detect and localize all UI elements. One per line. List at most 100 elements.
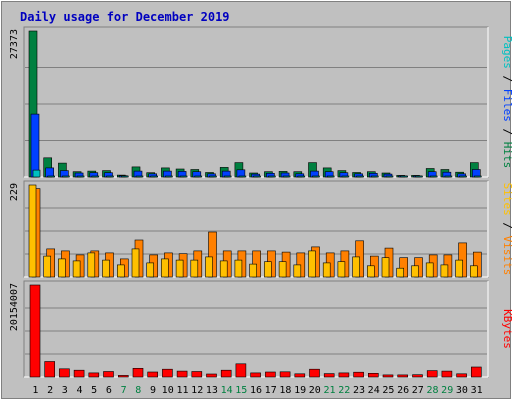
x-tick-day-19: 19 — [294, 385, 306, 396]
x-tick-day-3: 3 — [62, 385, 68, 396]
bar-sites-day-8 — [131, 248, 140, 278]
bar-kbytes-day-12 — [191, 371, 203, 378]
x-tick-day-8: 8 — [135, 385, 141, 396]
bar-sites-day-2 — [43, 255, 52, 278]
bar-pages-day-22 — [341, 175, 350, 178]
x-tick-day-13: 13 — [206, 385, 218, 396]
bar-pages-day-14 — [223, 175, 232, 178]
bar-files-day-1 — [30, 113, 40, 178]
bar-pages-day-7 — [121, 175, 129, 178]
bar-kbytes-day-27 — [412, 374, 423, 378]
bar-kbytes-day-8 — [132, 367, 144, 378]
bar-kbytes-day-4 — [73, 369, 85, 378]
bar-pages-day-31 — [473, 175, 482, 178]
bar-kbytes-day-21 — [323, 373, 335, 378]
panel-plot-area — [23, 280, 489, 378]
legend-separator: / — [501, 216, 512, 236]
bar-sites-day-3 — [58, 258, 66, 278]
bar-kbytes-day-20 — [309, 368, 320, 378]
bar-pages-day-6 — [106, 175, 114, 178]
bar-sites-day-19 — [293, 264, 302, 278]
bar-pages-day-21 — [326, 175, 335, 178]
bar-sites-day-6 — [102, 259, 110, 278]
x-tick-day-12: 12 — [191, 385, 203, 396]
bar-sites-day-27 — [411, 265, 419, 278]
legend-pages: Pages — [501, 36, 512, 69]
x-tick-day-15: 15 — [235, 385, 247, 396]
x-tick-day-30: 30 — [456, 385, 468, 396]
bar-pages-day-8 — [135, 175, 144, 178]
panel-plot-area — [23, 26, 489, 178]
bar-pages-day-12 — [194, 175, 203, 178]
legend-sites: Sites — [501, 183, 512, 216]
bar-pages-day-1 — [32, 169, 41, 178]
bar-pages-day-3 — [62, 175, 70, 178]
x-tick-day-23: 23 — [353, 385, 365, 396]
bar-kbytes-day-1 — [29, 284, 41, 378]
bar-pages-day-24 — [370, 175, 379, 178]
bar-files-day-2 — [45, 167, 55, 178]
y-max-label: 20154007 — [9, 283, 20, 331]
x-tick-day-11: 11 — [176, 385, 188, 396]
chart-panel-kbytes: 20154007 KBytes — [9, 280, 512, 378]
x-tick-day-17: 17 — [265, 385, 277, 396]
bar-kbytes-day-13 — [206, 373, 217, 378]
bar-sites-day-1 — [28, 184, 37, 278]
chart-panel-visits-sites: 229 Sites / Visits — [9, 180, 512, 278]
bar-kbytes-day-16 — [250, 372, 261, 378]
bar-pages-day-5 — [91, 175, 100, 178]
bar-kbytes-day-22 — [338, 372, 350, 378]
bar-pages-day-10 — [165, 175, 173, 178]
bar-pages-day-9 — [150, 175, 158, 178]
bar-kbytes-day-2 — [44, 361, 56, 378]
x-tick-day-5: 5 — [91, 385, 97, 396]
bar-sites-day-9 — [146, 262, 154, 278]
bar-pages-day-16 — [253, 175, 261, 178]
bar-kbytes-day-7 — [118, 375, 129, 378]
x-tick-day-1: 1 — [32, 385, 38, 396]
bar-kbytes-day-11 — [176, 370, 188, 378]
legend-visits: Visits — [501, 236, 512, 276]
bar-kbytes-day-10 — [162, 368, 173, 378]
bar-pages-day-29 — [444, 175, 453, 178]
bar-sites-day-24 — [366, 265, 375, 278]
legend-files: Files — [501, 89, 512, 122]
bar-sites-day-16 — [249, 263, 257, 278]
bar-sites-day-15 — [234, 259, 243, 278]
legend-hits: Hits — [501, 142, 512, 169]
x-tick-day-10: 10 — [162, 385, 174, 396]
bar-sites-day-4 — [72, 260, 81, 278]
bar-pages-day-11 — [179, 175, 188, 178]
bar-sites-day-11 — [175, 259, 184, 278]
bar-sites-day-13 — [205, 256, 213, 278]
bar-sites-day-22 — [337, 261, 346, 278]
bar-sites-day-12 — [190, 259, 199, 278]
x-tick-day-24: 24 — [368, 385, 380, 396]
legend-separator: / — [501, 69, 512, 89]
legend: Sites / Visits — [501, 183, 512, 276]
bar-kbytes-day-23 — [353, 371, 364, 378]
bar-kbytes-day-25 — [382, 374, 394, 378]
bar-sites-day-18 — [278, 261, 287, 278]
bar-sites-day-28 — [425, 262, 434, 278]
bar-sites-day-25 — [381, 257, 390, 278]
x-tick-day-27: 27 — [412, 385, 424, 396]
bar-pages-day-20 — [312, 175, 320, 178]
bar-sites-day-31 — [469, 265, 478, 278]
x-tick-day-9: 9 — [150, 385, 156, 396]
bar-sites-day-5 — [87, 252, 96, 278]
bar-pages-day-13 — [209, 175, 217, 178]
x-tick-day-29: 29 — [441, 385, 453, 396]
legend: Pages / Files / Hits — [501, 36, 512, 169]
x-tick-day-7: 7 — [121, 385, 127, 396]
bar-kbytes-day-24 — [367, 372, 379, 378]
x-tick-day-6: 6 — [106, 385, 112, 396]
bar-pages-day-2 — [47, 175, 56, 178]
bar-sites-day-23 — [352, 256, 360, 278]
y-max-label: 27373 — [9, 29, 20, 59]
x-tick-day-16: 16 — [250, 385, 262, 396]
bar-kbytes-day-30 — [456, 373, 467, 378]
bar-pages-day-23 — [356, 175, 364, 178]
bar-kbytes-day-19 — [294, 373, 306, 378]
